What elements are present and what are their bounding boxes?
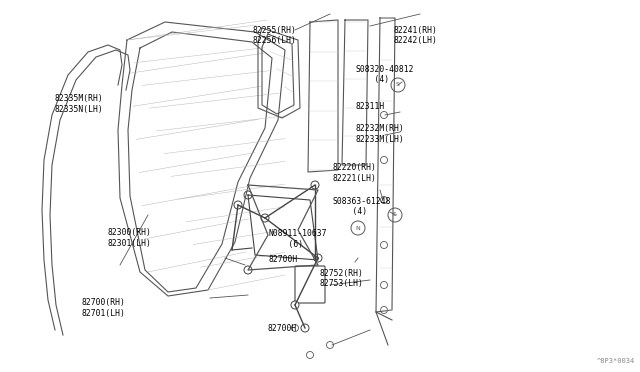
Text: 82241(RH)
82242(LH): 82241(RH) 82242(LH) [394, 26, 438, 45]
Circle shape [326, 341, 333, 349]
Text: 82700(RH)
82701(LH): 82700(RH) 82701(LH) [82, 298, 126, 318]
Circle shape [381, 157, 387, 164]
Text: S08363-61248
    (4): S08363-61248 (4) [333, 197, 391, 216]
Text: 82700H: 82700H [269, 255, 298, 264]
Circle shape [311, 181, 319, 189]
Circle shape [301, 324, 309, 332]
Text: 82700H: 82700H [268, 324, 297, 333]
Text: 82311H: 82311H [355, 102, 385, 110]
Text: S: S [393, 212, 397, 218]
Text: 82335M(RH)
82335N(LH): 82335M(RH) 82335N(LH) [54, 94, 103, 114]
Circle shape [381, 112, 387, 119]
Circle shape [314, 254, 322, 262]
Text: 82232M(RH)
82233M(LH): 82232M(RH) 82233M(LH) [355, 124, 404, 144]
Circle shape [244, 191, 252, 199]
Text: 82255(RH)
82256(LH): 82255(RH) 82256(LH) [253, 26, 297, 45]
Circle shape [261, 214, 269, 222]
Text: N: N [356, 225, 360, 231]
Text: S08320-40812
    (4): S08320-40812 (4) [355, 65, 413, 84]
Text: 82220(RH)
82221(LH): 82220(RH) 82221(LH) [333, 163, 377, 183]
Text: 82752(RH)
82753(LH): 82752(RH) 82753(LH) [320, 269, 364, 288]
Circle shape [291, 301, 299, 309]
Circle shape [381, 241, 387, 248]
Text: S: S [396, 83, 400, 87]
Circle shape [381, 307, 387, 314]
Circle shape [244, 266, 252, 274]
Text: ^8P3*0034: ^8P3*0034 [596, 358, 635, 364]
Text: 82300(RH)
82301(LH): 82300(RH) 82301(LH) [108, 228, 152, 248]
Circle shape [307, 352, 314, 359]
Circle shape [234, 201, 242, 209]
Circle shape [291, 324, 298, 331]
Text: N08911-10637
    (6): N08911-10637 (6) [269, 229, 327, 248]
Circle shape [381, 282, 387, 289]
Circle shape [381, 196, 387, 203]
